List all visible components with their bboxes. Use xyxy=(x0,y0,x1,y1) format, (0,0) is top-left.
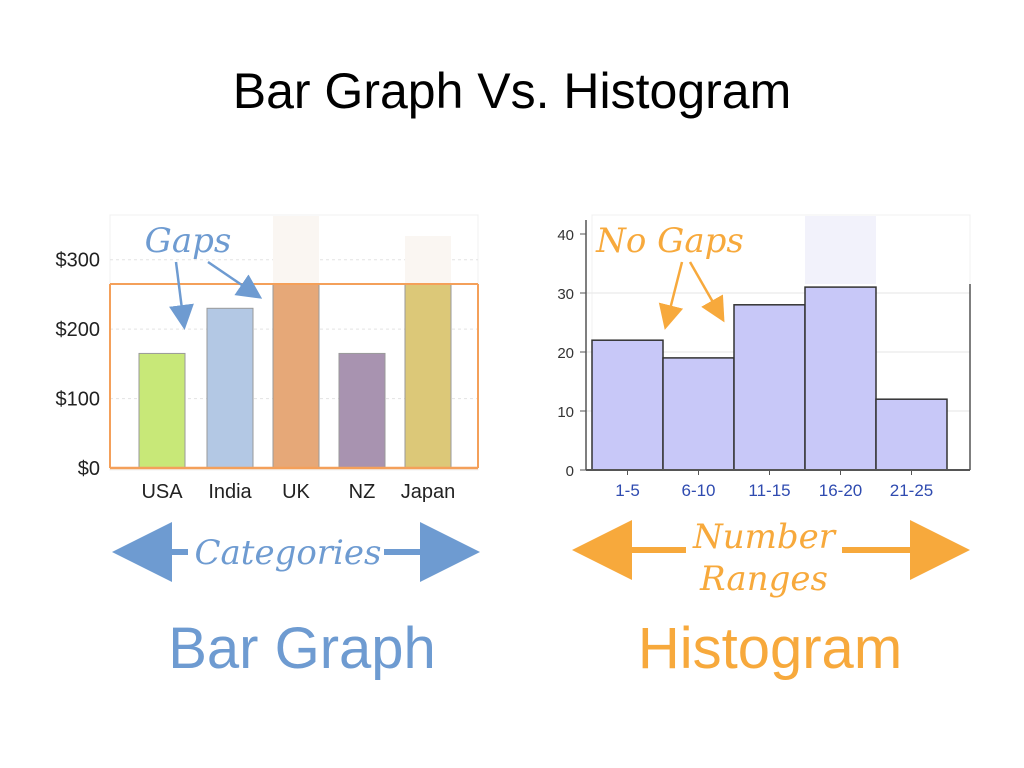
bar-y-tick-label: $0 xyxy=(78,458,100,480)
gaps-arrow-1 xyxy=(169,261,194,330)
hist-y-tick-label: 20 xyxy=(557,345,574,362)
bar-y-tick-labels: $0 $100 $200 $300 xyxy=(56,250,101,480)
bar-graph-caption: Bar Graph xyxy=(168,616,436,681)
hist-bar-16-20 xyxy=(804,286,877,471)
no-gaps-arrow-2 xyxy=(688,261,725,323)
hist-y-tick-label: 0 xyxy=(566,463,574,480)
bar-category-label: USA xyxy=(141,481,183,503)
hist-bin-label: 6-10 xyxy=(681,481,715,500)
bar-ghost xyxy=(405,236,451,284)
no-gaps-arrow-1 xyxy=(658,261,684,330)
hist-bar-11-15 xyxy=(733,304,806,471)
hist-bin-label: 11-15 xyxy=(748,481,790,500)
bar-category-label: NZ xyxy=(349,481,376,503)
hist-bin-label: 16-20 xyxy=(819,481,862,500)
hist-ghost xyxy=(805,216,876,284)
bar-ghost xyxy=(273,216,319,284)
bar-nz xyxy=(338,352,386,469)
bar-uk xyxy=(272,283,320,469)
histogram-panel: 0 10 20 30 40 1-5 6-10 11-15 16-20 21-25 No Gaps… xyxy=(557,214,971,681)
hist-bin-label: 1-5 xyxy=(615,481,640,500)
bar-japan xyxy=(404,283,452,469)
hist-bin-labels: 1-5 6-10 11-15 16-20 21-25 xyxy=(615,470,933,500)
hist-bin-label: 21-25 xyxy=(890,481,933,500)
bar-category-label: Japan xyxy=(401,481,456,503)
hist-bar-6-10 xyxy=(662,357,735,471)
hist-bar-1-5 xyxy=(591,339,664,471)
ranges-label: Ranges xyxy=(699,559,828,599)
bar-usa xyxy=(138,352,186,469)
gaps-arrow-2 xyxy=(207,260,263,299)
gaps-annotation: Gaps xyxy=(145,221,232,261)
bar-category-labels: USA India UK NZ Japan xyxy=(141,481,455,503)
slide-title: Bar Graph Vs. Histogram xyxy=(232,63,792,119)
hist-bars xyxy=(591,216,948,471)
bar-category-label: UK xyxy=(282,481,310,503)
bar-india xyxy=(206,307,254,469)
bar-y-tick-label: $200 xyxy=(56,319,101,341)
bar-graph-panel: $0 $100 $200 $300 USA India UK NZ Japan Gaps Ca… xyxy=(56,214,480,681)
no-gaps-annotation: No Gaps xyxy=(595,221,744,261)
hist-y-tick-label: 30 xyxy=(557,286,574,303)
hist-y-tick-label: 10 xyxy=(557,404,574,421)
bar-bars xyxy=(138,216,452,469)
categories-label: Categories xyxy=(195,533,382,573)
hist-bar-21-25 xyxy=(875,398,948,471)
number-label: Number xyxy=(692,517,837,557)
hist-y-tick-label: 40 xyxy=(557,227,574,244)
bar-category-label: India xyxy=(208,481,252,503)
bar-y-tick-label: $100 xyxy=(56,389,101,411)
bar-y-tick-label: $300 xyxy=(56,250,101,272)
histogram-caption: Histogram xyxy=(638,616,902,681)
hist-y-tick-labels: 0 10 20 30 40 xyxy=(557,227,574,480)
